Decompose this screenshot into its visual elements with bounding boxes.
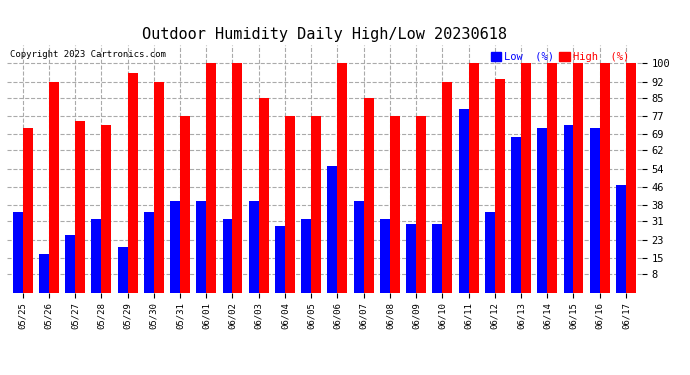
Bar: [154, 82, 164, 292]
Bar: [206, 63, 216, 292]
Bar: [302, 219, 311, 292]
Bar: [590, 128, 600, 292]
Bar: [49, 82, 59, 292]
Legend: Low  (%), High  (%): Low (%), High (%): [486, 48, 633, 66]
Bar: [233, 63, 242, 292]
Bar: [416, 116, 426, 292]
Bar: [222, 219, 233, 292]
Bar: [511, 136, 521, 292]
Text: Copyright 2023 Cartronics.com: Copyright 2023 Cartronics.com: [10, 50, 166, 59]
Bar: [459, 109, 469, 292]
Bar: [616, 185, 626, 292]
Bar: [626, 63, 636, 292]
Bar: [180, 116, 190, 292]
Bar: [328, 166, 337, 292]
Bar: [285, 116, 295, 292]
Bar: [65, 235, 75, 292]
Bar: [354, 201, 364, 292]
Bar: [170, 201, 180, 292]
Bar: [521, 63, 531, 292]
Bar: [337, 63, 347, 292]
Bar: [249, 201, 259, 292]
Bar: [406, 224, 416, 292]
Bar: [469, 63, 479, 292]
Bar: [91, 219, 101, 292]
Bar: [433, 224, 442, 292]
Bar: [311, 116, 321, 292]
Bar: [600, 63, 610, 292]
Bar: [117, 247, 128, 292]
Bar: [75, 121, 85, 292]
Bar: [12, 212, 23, 292]
Bar: [101, 125, 111, 292]
Bar: [442, 82, 453, 292]
Bar: [196, 201, 206, 292]
Bar: [128, 72, 137, 292]
Bar: [538, 128, 547, 292]
Bar: [564, 125, 573, 292]
Bar: [390, 116, 400, 292]
Bar: [485, 212, 495, 292]
Bar: [495, 80, 505, 292]
Bar: [39, 254, 49, 292]
Bar: [259, 98, 268, 292]
Bar: [364, 98, 373, 292]
Bar: [573, 63, 584, 292]
Bar: [547, 63, 558, 292]
Bar: [23, 128, 32, 292]
Bar: [380, 219, 390, 292]
Title: Outdoor Humidity Daily High/Low 20230618: Outdoor Humidity Daily High/Low 20230618: [142, 27, 506, 42]
Bar: [275, 226, 285, 292]
Bar: [144, 212, 154, 292]
